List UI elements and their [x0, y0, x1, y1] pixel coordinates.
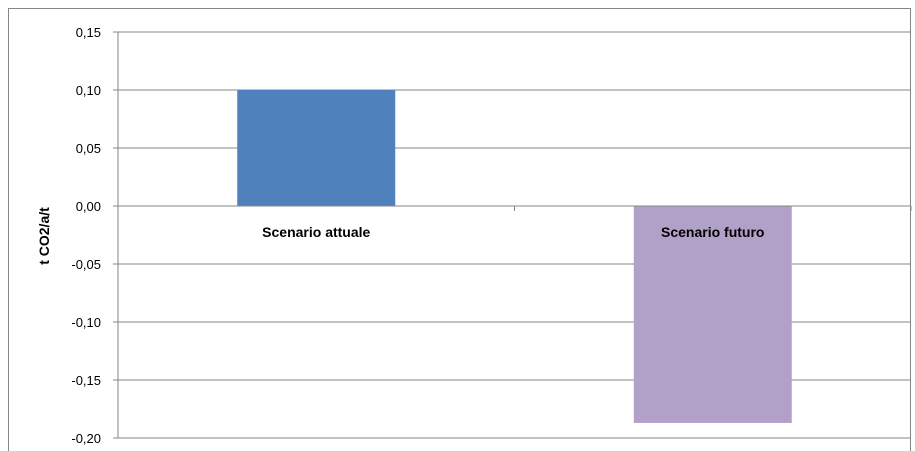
- gridlines: [118, 31, 911, 439]
- y-tick-label: -0,15: [71, 373, 101, 388]
- bar-scenario-attuale: [237, 90, 396, 206]
- category-label: Scenario futuro: [661, 224, 764, 240]
- labels: 0,15 0,10 0,05 0,00 -0,05 -0,10 -0,15 -0,20 Scen…: [71, 25, 764, 446]
- y-tick-label: 0,00: [76, 199, 101, 214]
- y-tick-label: 0,05: [76, 141, 101, 156]
- y-tick-label: -0,05: [71, 257, 101, 272]
- axes: [113, 31, 912, 439]
- chart-frame: [8, 8, 911, 451]
- bars: [237, 90, 792, 423]
- y-axis-title: t CO2/a/t: [36, 207, 52, 265]
- y-tick-label: -0,10: [71, 315, 101, 330]
- category-label: Scenario attuale: [262, 224, 370, 240]
- bar-scenario-futuro: [633, 206, 792, 423]
- y-tick-label: 0,15: [76, 25, 101, 40]
- y-tick-label: -0,20: [71, 431, 101, 446]
- y-tick-label: 0,10: [76, 83, 101, 98]
